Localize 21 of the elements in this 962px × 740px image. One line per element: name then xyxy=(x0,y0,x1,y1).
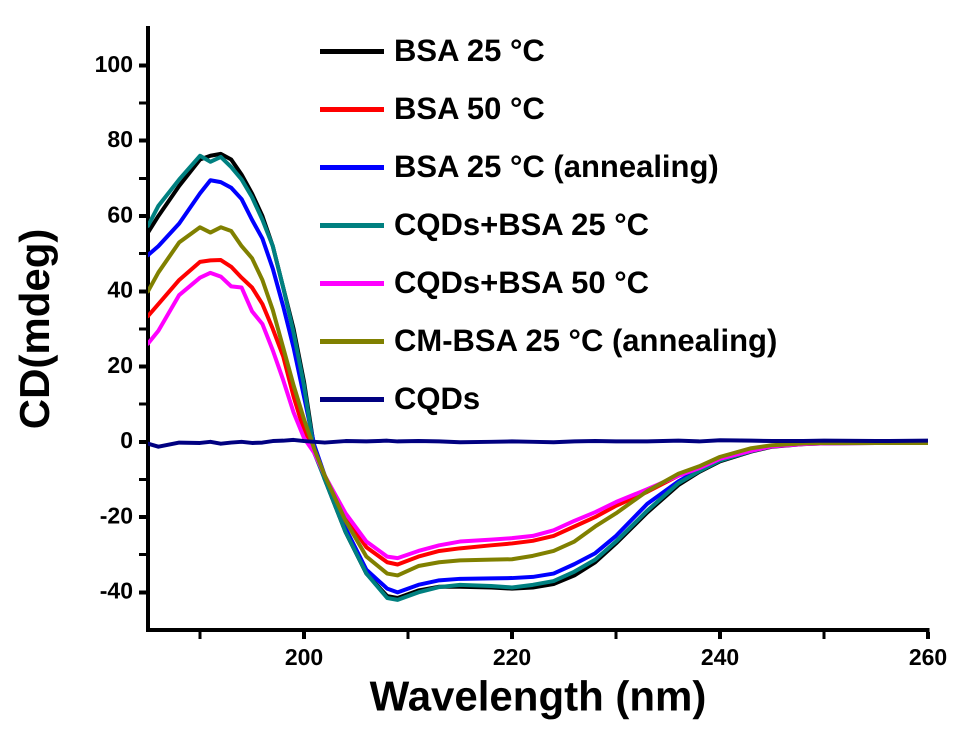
legend-label: BSA 25 °C xyxy=(394,33,545,69)
legend-label: BSA 25 °C (annealing) xyxy=(394,149,719,185)
x-tick-label: 240 xyxy=(700,644,740,670)
legend-label: CM-BSA 25 °C (annealing) xyxy=(394,323,778,359)
legend-label: CQDs xyxy=(394,381,480,417)
x-tick-label: 220 xyxy=(492,644,532,670)
legend-label: BSA 50 °C xyxy=(394,91,545,127)
y-tick-label: 80 xyxy=(107,126,133,152)
y-tick-label: 0 xyxy=(120,427,133,454)
y-tick-label: -40 xyxy=(100,578,133,604)
x-tick-label: 200 xyxy=(284,644,324,670)
y-tick-label: 60 xyxy=(107,201,133,228)
y-tick-label: 20 xyxy=(107,352,133,378)
x-tick-label: 260 xyxy=(908,644,948,670)
legend-label: CQDs+BSA 50 °C xyxy=(394,265,650,301)
y-tick-label: 100 xyxy=(94,50,133,77)
y-tick-label: -20 xyxy=(100,502,133,528)
y-axis-title: CD(mdeg) xyxy=(10,228,58,430)
y-tick-label: 40 xyxy=(107,276,133,303)
legend-label: CQDs+BSA 25 °C xyxy=(394,207,650,243)
x-axis-title: Wavelength (nm) xyxy=(370,672,706,720)
